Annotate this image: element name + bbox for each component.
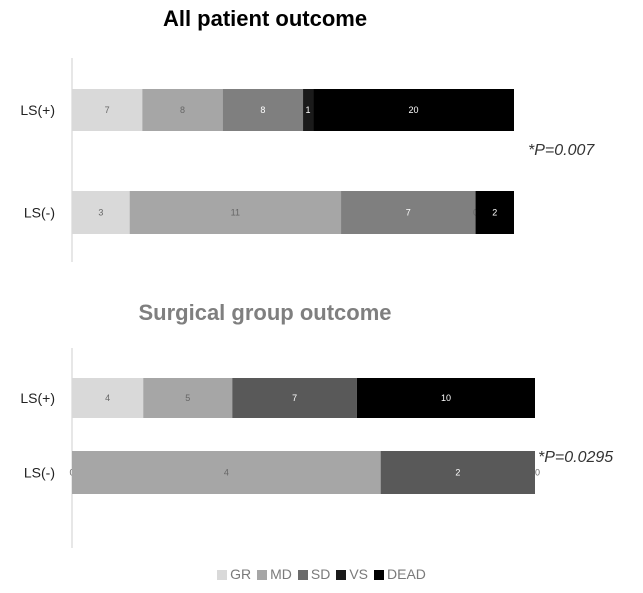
legend-item-gr: GR (217, 566, 251, 582)
chart-legend: GR MD SD VS DEAD (0, 566, 643, 582)
chart-1-bar-dead (313, 89, 514, 131)
legend-label: DEAD (387, 566, 426, 582)
legend-label: SD (310, 566, 331, 582)
chart-1-data-label: 7 (105, 105, 110, 115)
legend-label: GR (230, 566, 252, 582)
chart-1-category-label: LS(+) (20, 102, 55, 118)
chart-1-data-label: 20 (409, 105, 419, 115)
chart-2-bar-sd (380, 451, 535, 494)
chart-2-p-value: *P=0.0295 (538, 449, 613, 466)
chart-2-bar-gr (72, 378, 144, 418)
chart-1-bar-vs (303, 89, 314, 131)
legend-swatch (374, 570, 384, 580)
chart-2-data-label: 10 (441, 393, 451, 403)
chart-2-category-label: LS(+) (20, 390, 55, 406)
chart-1-bar-gr (72, 191, 130, 234)
chart-1-data-label: 1 (306, 105, 311, 115)
legend-swatch (336, 570, 347, 580)
chart-2-bar-vs (356, 378, 535, 418)
legend-item-sd: SD (297, 566, 331, 582)
chart-1-data-label: 8 (180, 105, 185, 115)
chart-1-data-label: 2 (492, 208, 497, 218)
chart-2-data-label: 2 (455, 468, 460, 478)
chart-2-data-label: 7 (292, 393, 297, 403)
chart-1-title: All patient outcome (163, 6, 367, 31)
chart-1-data-label: 8 (260, 105, 265, 115)
chart-2-title: Surgical group outcome (138, 300, 391, 325)
legend-item-dead: DEAD (374, 566, 426, 582)
chart-1-bar-dead (475, 191, 514, 234)
legend-item-md: MD (257, 566, 292, 582)
chart-1-bar-md (129, 191, 342, 234)
chart-2-data-label: 5 (185, 393, 190, 403)
chart-2-category-label: LS(-) (24, 465, 55, 481)
chart-2-data-label: 0 (535, 468, 540, 478)
legend-swatch (257, 570, 268, 580)
chart-2-data-label: 4 (105, 393, 110, 403)
legend-label: VS (349, 566, 368, 582)
chart-2-data-label: 4 (224, 468, 229, 478)
legend-label: MD (270, 566, 292, 582)
legend-swatch (217, 570, 228, 580)
legend-item-vs: VS (336, 566, 368, 582)
chart-1-data-label: 11 (231, 208, 240, 218)
chart-1-bar-sd (222, 89, 304, 131)
chart-2-bar-md (72, 451, 381, 494)
chart-1-bar-md (142, 89, 223, 131)
chart-1-bar-sd (341, 191, 476, 234)
chart-1-data-label: 3 (98, 208, 103, 218)
chart-1-bar-gr (72, 89, 143, 131)
chart-1-data-label: 7 (406, 208, 411, 218)
chart-1-category-label: LS(-) (24, 205, 55, 221)
chart-1-p-value: *P=0.007 (528, 142, 595, 159)
legend-swatch (297, 570, 308, 580)
chart-2-bar-sd (232, 378, 357, 418)
chart-2-bar-md (143, 378, 233, 418)
